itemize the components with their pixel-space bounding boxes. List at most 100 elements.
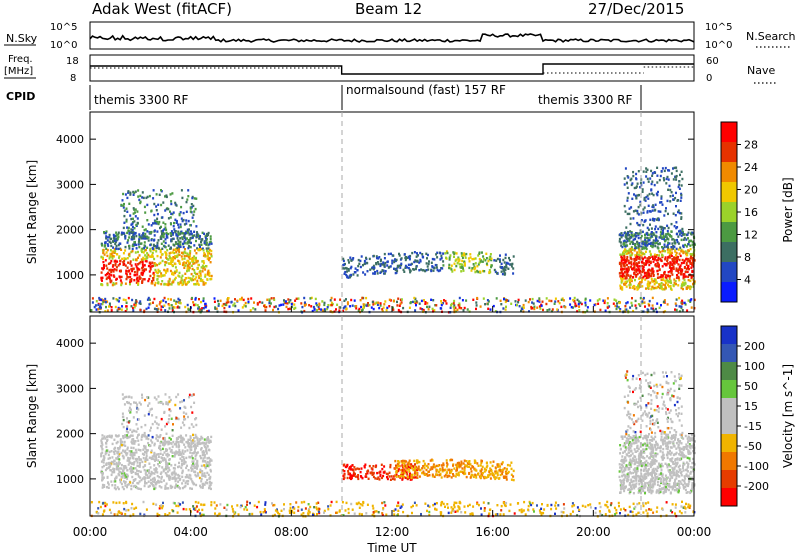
heatmap-cell <box>137 473 139 476</box>
heatmap-cell <box>219 299 222 302</box>
heatmap-cell <box>423 464 426 467</box>
heatmap-cell <box>185 283 187 286</box>
heatmap-cell <box>206 478 209 482</box>
heatmap-cell <box>147 239 150 242</box>
heatmap-cell <box>630 265 632 269</box>
heatmap-cell <box>392 254 395 257</box>
heatmap-cell <box>141 191 144 194</box>
heatmap-cell <box>649 253 652 257</box>
heatmap-cell <box>208 486 210 490</box>
heatmap-cell <box>206 278 209 281</box>
heatmap-cell <box>133 429 136 433</box>
heatmap-cell <box>105 451 108 454</box>
heatmap-cell <box>497 463 500 466</box>
heatmap-cell <box>131 225 134 229</box>
heatmap-cell <box>440 303 443 307</box>
heatmap-cell <box>643 263 646 266</box>
heatmap-cell <box>128 420 131 423</box>
heatmap-cell <box>166 268 169 271</box>
heatmap-cell <box>645 175 648 178</box>
heatmap-cell <box>468 260 471 263</box>
heatmap-cell <box>629 276 632 279</box>
heatmap-cell <box>181 482 184 485</box>
heatmap-cell <box>349 468 352 471</box>
heatmap-cell <box>360 305 362 309</box>
heatmap-cell <box>388 265 391 269</box>
heatmap-cell <box>396 269 399 273</box>
heatmap-cell <box>467 462 470 465</box>
heatmap-cell <box>685 252 688 255</box>
heatmap-cell <box>685 261 688 264</box>
heatmap-cell <box>586 309 589 312</box>
heatmap-cell <box>364 475 367 478</box>
heatmap-cell <box>621 279 624 282</box>
heatmap-cell <box>399 302 402 305</box>
heatmap-cell <box>655 259 658 262</box>
heatmap-cell <box>204 254 206 257</box>
heatmap-cell <box>134 251 137 254</box>
heatmap-cell <box>130 440 133 444</box>
heatmap-cell <box>661 236 664 239</box>
heatmap-cell <box>168 280 171 283</box>
heatmap-cell <box>356 475 359 479</box>
heatmap-cell <box>629 236 632 240</box>
heatmap-cell <box>143 268 146 271</box>
heatmap-cell <box>677 263 680 266</box>
heatmap-cell <box>175 269 178 272</box>
heatmap-cell <box>348 466 351 469</box>
heatmap-cell <box>386 260 389 264</box>
heatmap-cell <box>171 281 174 284</box>
heatmap-cell <box>105 445 108 449</box>
heatmap-cell <box>619 308 622 311</box>
heatmap-cell <box>648 242 650 245</box>
heatmap-cell <box>304 301 306 304</box>
heatmap-cell <box>174 257 176 260</box>
heatmap-cell <box>512 272 515 275</box>
heatmap-cell <box>652 239 655 242</box>
heatmap-cell <box>157 275 160 278</box>
heatmap-cell <box>149 247 152 251</box>
heatmap-cell <box>122 252 125 255</box>
heatmap-cell <box>195 261 198 264</box>
heatmap-cell <box>110 252 113 256</box>
heatmap-cell <box>193 269 196 272</box>
heatmap-cell <box>130 396 133 399</box>
heatmap-cell <box>680 238 683 242</box>
heatmap-cell <box>649 462 652 466</box>
heatmap-cell <box>373 272 376 275</box>
heatmap-cell <box>667 241 670 244</box>
heatmap-cell <box>352 473 355 476</box>
heatmap-cell <box>135 299 138 302</box>
heatmap-cell <box>120 283 123 287</box>
heatmap-cell <box>165 482 168 485</box>
heatmap-cell <box>146 449 149 452</box>
heatmap-cell <box>179 240 182 244</box>
heatmap-cell <box>386 476 388 479</box>
heatmap-cell <box>137 195 140 198</box>
heatmap-cell <box>192 462 194 465</box>
heatmap-cell <box>378 478 381 481</box>
heatmap-cell <box>196 259 199 263</box>
heatmap-cell <box>133 191 136 195</box>
heatmap-cell <box>144 257 147 261</box>
heatmap-cell <box>208 248 211 252</box>
heatmap-cell <box>154 264 157 267</box>
heatmap-cell <box>191 439 194 442</box>
heatmap-cell <box>645 287 647 290</box>
heatmap-cell <box>142 465 145 469</box>
heatmap-cell <box>599 308 602 312</box>
heatmap-cell <box>629 306 632 309</box>
colorbar-swatch <box>721 182 737 202</box>
heatmap-cell <box>480 472 483 476</box>
heatmap-cell <box>202 485 204 488</box>
heatmap-cell <box>157 479 160 483</box>
heatmap-cell <box>187 261 190 265</box>
heatmap-cell <box>147 279 150 283</box>
heatmap-cell <box>538 299 541 302</box>
heatmap-cell <box>665 277 668 280</box>
heatmap-cell <box>357 258 360 262</box>
heatmap-cell <box>132 439 135 443</box>
heatmap-cell <box>647 302 650 306</box>
heatmap-cell <box>641 247 643 250</box>
heatmap-cell <box>500 270 503 273</box>
